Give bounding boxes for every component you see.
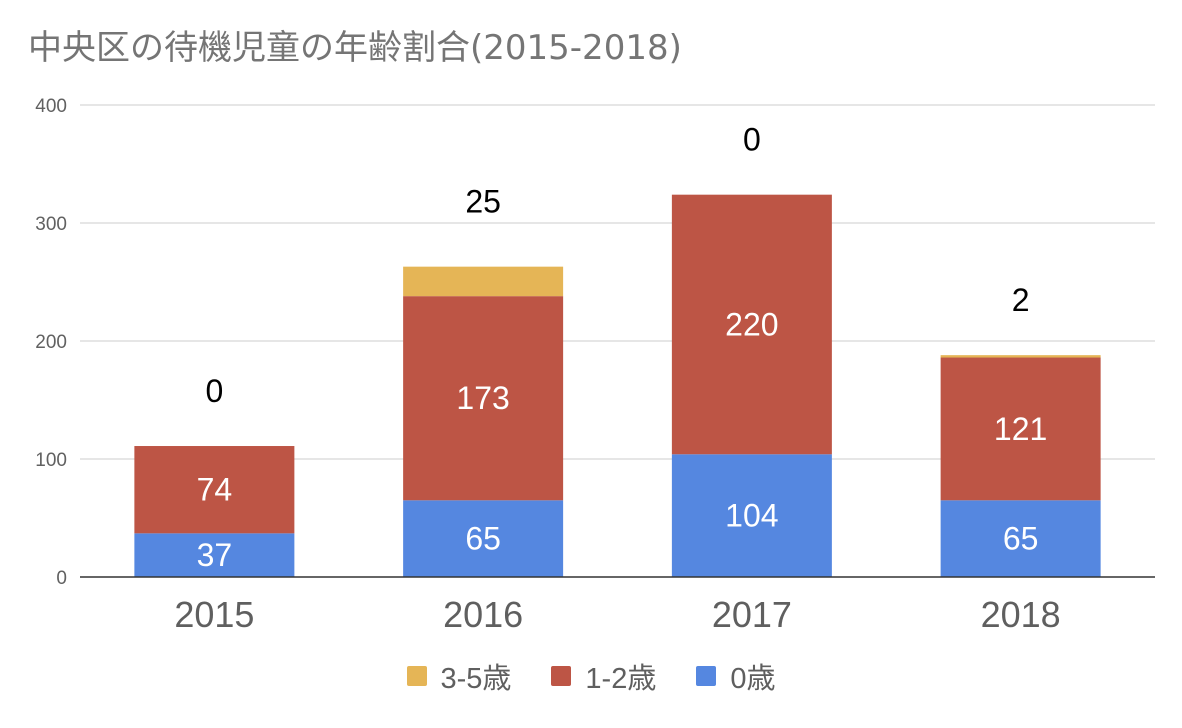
data-label: 173 [456,380,509,416]
y-tick-label: 100 [35,450,67,471]
y-tick-label: 300 [35,214,67,235]
y-tick-label: 200 [35,332,67,353]
data-label: 74 [197,472,233,508]
legend-label: 1-2歳 [585,663,657,695]
bar-segment [671,454,832,577]
data-label: 0 [743,122,761,158]
chart-title: 中央区の待機児童の年齢割合(2015-2018) [28,28,682,68]
legend-label: 3-5歳 [440,663,512,695]
legend-item: 3-5歳 [406,655,512,697]
legend-label: 0歳 [730,663,776,695]
legend: 3-5歳 1-2歳 0歳 [0,655,1182,697]
data-label: 220 [725,306,778,342]
bar-segment [671,194,832,455]
x-tick-label: 2015 [174,594,254,635]
data-label: 2 [1012,282,1030,318]
x-tick-label: 2018 [981,594,1061,635]
bar-segment [403,296,564,501]
bar-segment [134,533,295,577]
legend-item: 0歳 [696,655,775,697]
bar-segment [940,500,1101,577]
data-label: 37 [197,537,233,573]
y-tick-label: 400 [35,96,67,117]
data-label: 121 [994,411,1047,447]
data-label: 65 [1003,521,1039,557]
bar-segment [134,446,295,534]
bar-segment [403,500,564,577]
x-tick-label: 2017 [712,594,792,635]
data-label: 25 [465,184,501,220]
data-label: 65 [465,521,501,557]
legend-swatch [696,666,717,686]
bar-segment [940,355,1101,358]
y-tick-label: 0 [56,568,67,589]
bar-segment [940,357,1101,501]
x-tick-label: 2016 [443,594,523,635]
legend-item: 1-2歳 [551,655,656,697]
legend-swatch [551,666,572,686]
data-label: 104 [725,498,778,534]
bar-segment [403,266,564,297]
data-label: 0 [205,373,223,409]
legend-swatch [406,666,427,686]
